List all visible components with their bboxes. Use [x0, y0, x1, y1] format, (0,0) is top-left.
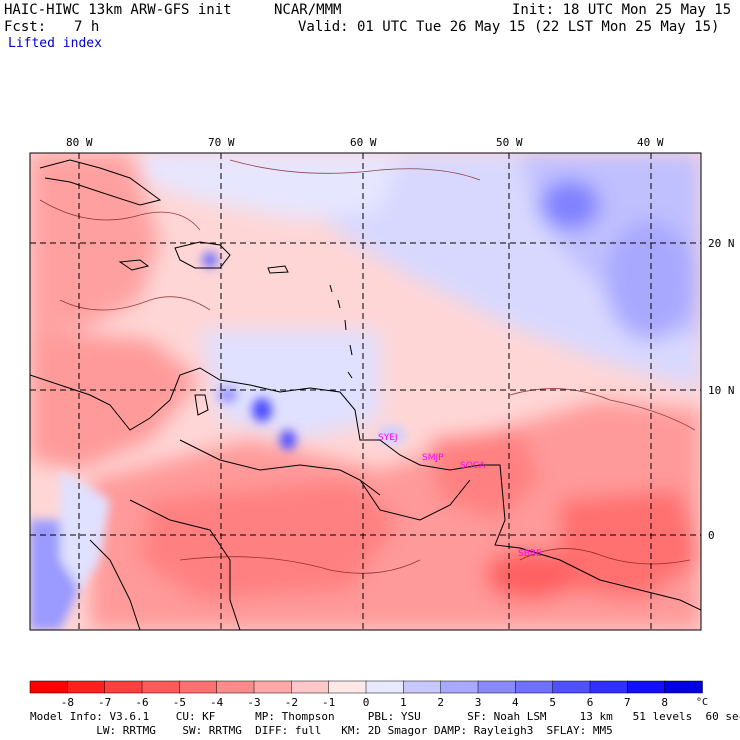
station-label: SBBE: [518, 549, 542, 559]
colorbar-segment: [291, 680, 330, 694]
colorbar-tick-label: 8: [661, 696, 668, 709]
colorbar-tick-label: -8: [61, 696, 74, 709]
fcst-label: Fcst:: [4, 19, 47, 35]
colorbar-tick-label: 4: [512, 696, 519, 709]
colorbar-segment: [179, 680, 218, 694]
colorbar-tick-label: 0: [363, 696, 370, 709]
colorbar-segment: [589, 680, 629, 694]
colorbar-ticks: -8 -7 -6 -5 -4 -3 -2 -1 0 1 2 3 4 5 6 7 8: [61, 696, 668, 709]
colorbar-segment: [216, 680, 255, 694]
colorbar-segment: [141, 680, 181, 694]
colorbar-segment: [104, 680, 143, 694]
lon-label: 50 W: [496, 136, 523, 149]
colorbar-tick-label: 6: [587, 696, 594, 709]
footer-line2: LW: RRTMG SW: RRTMG DIFF: full KM: 2D Sm…: [30, 724, 613, 737]
map-frame: [29, 152, 702, 631]
colorbar-tick-label: -3: [247, 696, 260, 709]
lat-label: 0: [708, 529, 715, 542]
colorbar: [29, 680, 703, 694]
colorbar-segment: [552, 680, 591, 694]
fcst-value: 7 h: [74, 19, 100, 35]
colorbar-tick-label: -2: [285, 696, 298, 709]
colorbar-tick-label: -5: [173, 696, 186, 709]
colorbar-tick-label: -7: [98, 696, 111, 709]
lifted-index-field: [30, 153, 701, 630]
graticule: [30, 153, 701, 630]
colorbar-tick-label: 7: [624, 696, 631, 709]
colorbar-tick-label: -6: [135, 696, 148, 709]
lon-label: 70 W: [208, 136, 235, 149]
station-label: SYEJ: [378, 433, 398, 443]
colorbar-segment: [403, 680, 442, 694]
colorbar-segment: [67, 680, 106, 694]
lat-label: 20 N: [708, 237, 735, 250]
colorbar-segment: [515, 680, 554, 694]
colorbar-segment: [328, 680, 367, 694]
colorbar-segment: [477, 680, 517, 694]
colorbar-segment: [29, 680, 69, 694]
colorbar-unit: °C: [696, 697, 708, 708]
colorbar-tick-label: 2: [437, 696, 444, 709]
valid-time: Valid: 01 UTC Tue 26 May 15 (22 LST Mon …: [298, 19, 720, 35]
colorbar-tick-label: -1: [322, 696, 335, 709]
colorbar-segment: [365, 680, 405, 694]
footer-line1: Model Info: V3.6.1 CU: KF MP: Thompson P…: [30, 710, 740, 723]
station-label: SMJP: [422, 453, 444, 463]
model-title: HAIC-HIWC 13km ARW-GFS init: [4, 2, 232, 18]
init-time: Init: 18 UTC Mon 25 May 15: [512, 2, 732, 18]
colorbar-segment: [253, 680, 293, 694]
lon-label: 80 W: [66, 136, 93, 149]
colorbar-tick-label: 3: [475, 696, 482, 709]
station-label: SOCA: [460, 461, 486, 471]
colorbar-tick-label: 1: [400, 696, 407, 709]
colorbar-segment: [627, 680, 666, 694]
colorbar-tick-label: 5: [549, 696, 556, 709]
coastlines: [30, 159, 701, 630]
lon-label: 40 W: [637, 136, 664, 149]
org-label: NCAR/MMM: [274, 2, 342, 18]
lon-label: 60 W: [350, 136, 377, 149]
colorbar-tick-label: -4: [210, 696, 224, 709]
field-name: Lifted index: [8, 36, 102, 51]
colorbar-segment: [440, 680, 479, 694]
lat-label: 10 N: [708, 384, 735, 397]
colorbar-segment: [664, 680, 703, 694]
